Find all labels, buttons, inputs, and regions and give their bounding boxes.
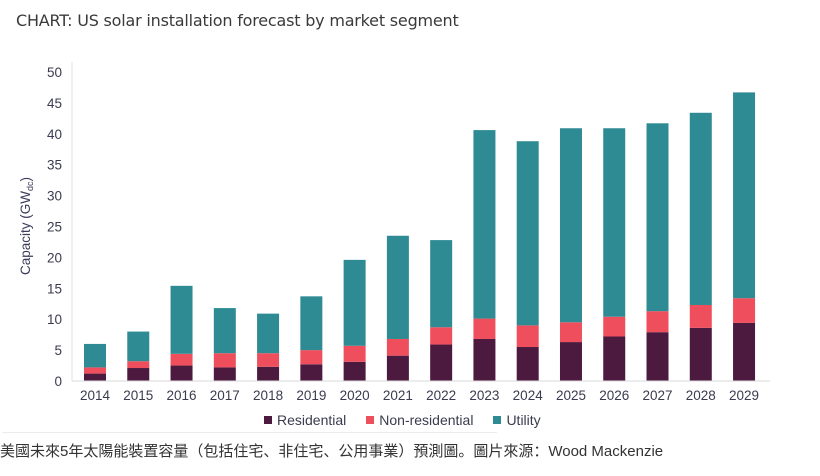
bar-non-residential-2027 bbox=[646, 311, 669, 333]
x-tick-label: 2026 bbox=[599, 388, 629, 403]
bar-utility-2014 bbox=[84, 343, 106, 368]
bar-utility-2022 bbox=[430, 240, 453, 328]
bar-utility-2021 bbox=[386, 235, 409, 339]
legend: Residential Non-residential Utility bbox=[264, 412, 541, 428]
x-tick-label: 2021 bbox=[383, 388, 413, 403]
bars bbox=[84, 92, 756, 381]
x-tick-label: 2017 bbox=[210, 388, 240, 403]
bar-non-residential-2022 bbox=[430, 327, 453, 345]
y-tick-label: 15 bbox=[47, 281, 62, 296]
bar-non-residential-2017 bbox=[213, 353, 236, 368]
y-tick-label: 10 bbox=[47, 312, 62, 327]
bar-utility-2024 bbox=[516, 141, 539, 326]
legend-item-utility: Utility bbox=[493, 412, 541, 428]
legend-label-utility: Utility bbox=[506, 412, 541, 428]
bar-non-residential-2019 bbox=[300, 350, 323, 365]
x-tick-label: 2027 bbox=[642, 388, 672, 403]
legend-item-non-residential: Non-residential bbox=[366, 412, 473, 428]
x-tick-label: 2023 bbox=[469, 388, 499, 403]
y-axis-ticks: 0 5 10 15 20 25 30 35 40 45 50 bbox=[47, 65, 62, 389]
y-tick-label: 30 bbox=[47, 189, 62, 204]
y-tick-label: 0 bbox=[54, 374, 62, 389]
bar-utility-2015 bbox=[127, 331, 150, 362]
bar-non-residential-2014 bbox=[84, 367, 106, 374]
bar-utility-2029 bbox=[733, 92, 756, 299]
x-tick-label: 2014 bbox=[80, 388, 111, 403]
y-tick-label: 35 bbox=[47, 158, 62, 173]
bar-residential-2029 bbox=[733, 322, 756, 381]
bar-utility-2018 bbox=[257, 313, 280, 354]
bar-non-residential-2021 bbox=[386, 338, 409, 356]
chart-title: CHART: US solar installation forecast by… bbox=[16, 11, 459, 30]
image-caption: 美國未來5年太陽能裝置容量（包括住宅、非住宅、公用事業）預測圖。圖片來源：Woo… bbox=[0, 443, 664, 460]
x-tick-label: 2024 bbox=[513, 388, 544, 403]
bar-non-residential-2026 bbox=[603, 316, 626, 337]
bar-utility-2026 bbox=[603, 128, 626, 317]
x-tick-label: 2028 bbox=[686, 388, 716, 403]
bar-residential-2025 bbox=[559, 342, 582, 381]
bar-residential-2020 bbox=[343, 361, 366, 381]
legend-swatch-non-residential bbox=[366, 416, 375, 424]
bar-utility-2023 bbox=[473, 130, 496, 319]
bar-residential-2016 bbox=[170, 365, 193, 381]
x-tick-label: 2020 bbox=[340, 388, 370, 403]
bar-utility-2027 bbox=[646, 123, 669, 312]
y-tick-label: 5 bbox=[54, 343, 62, 358]
bar-non-residential-2025 bbox=[559, 322, 582, 343]
bar-utility-2020 bbox=[343, 259, 366, 346]
x-tick-label: 2025 bbox=[556, 388, 586, 403]
bar-residential-2019 bbox=[300, 364, 323, 381]
bar-utility-2019 bbox=[300, 296, 323, 351]
y-tick-label: 25 bbox=[47, 220, 62, 235]
bar-non-residential-2018 bbox=[257, 353, 280, 367]
bar-utility-2028 bbox=[689, 112, 712, 305]
legend-item-residential: Residential bbox=[264, 412, 346, 428]
x-axis-ticks: 2014 2015 2016 2017 2018 2019 2020 2021 2022 2023… bbox=[80, 388, 759, 403]
bar-non-residential-2023 bbox=[473, 318, 496, 339]
bar-residential-2014 bbox=[84, 373, 106, 381]
bar-non-residential-2029 bbox=[733, 298, 756, 323]
bar-non-residential-2016 bbox=[170, 353, 193, 366]
bar-residential-2022 bbox=[430, 344, 453, 381]
bar-residential-2026 bbox=[603, 336, 626, 381]
x-tick-label: 2019 bbox=[296, 388, 326, 403]
bar-residential-2024 bbox=[516, 347, 539, 381]
bar-residential-2021 bbox=[386, 355, 409, 381]
bar-non-residential-2015 bbox=[127, 361, 150, 369]
x-tick-label: 2018 bbox=[253, 388, 283, 403]
x-tick-label: 2015 bbox=[123, 388, 153, 403]
legend-label-residential: Residential bbox=[277, 412, 347, 428]
bar-utility-2017 bbox=[213, 308, 236, 354]
bar-utility-2016 bbox=[170, 285, 193, 354]
y-tick-label: 45 bbox=[47, 96, 62, 111]
bar-non-residential-2028 bbox=[689, 304, 712, 328]
y-axis-label: Capacity (GWdc) bbox=[18, 177, 35, 275]
x-tick-label: 2029 bbox=[729, 388, 759, 403]
bar-non-residential-2024 bbox=[516, 325, 539, 348]
y-tick-label: 50 bbox=[47, 65, 62, 80]
caption-divider bbox=[2, 432, 497, 433]
y-tick-label: 40 bbox=[47, 127, 62, 142]
bar-residential-2027 bbox=[646, 332, 669, 381]
y-tick-label: 20 bbox=[47, 250, 62, 265]
legend-swatch-residential bbox=[264, 416, 272, 424]
legend-label-non-residential: Non-residential bbox=[379, 412, 474, 428]
bar-utility-2025 bbox=[559, 128, 582, 323]
bar-residential-2028 bbox=[689, 327, 712, 381]
bar-residential-2015 bbox=[127, 368, 150, 381]
legend-swatch-utility bbox=[493, 416, 502, 424]
bar-residential-2017 bbox=[213, 367, 236, 381]
x-tick-label: 2022 bbox=[426, 388, 456, 403]
bar-non-residential-2020 bbox=[343, 345, 366, 362]
bar-residential-2023 bbox=[473, 338, 496, 381]
x-tick-label: 2016 bbox=[167, 388, 197, 403]
bar-residential-2018 bbox=[257, 366, 280, 381]
